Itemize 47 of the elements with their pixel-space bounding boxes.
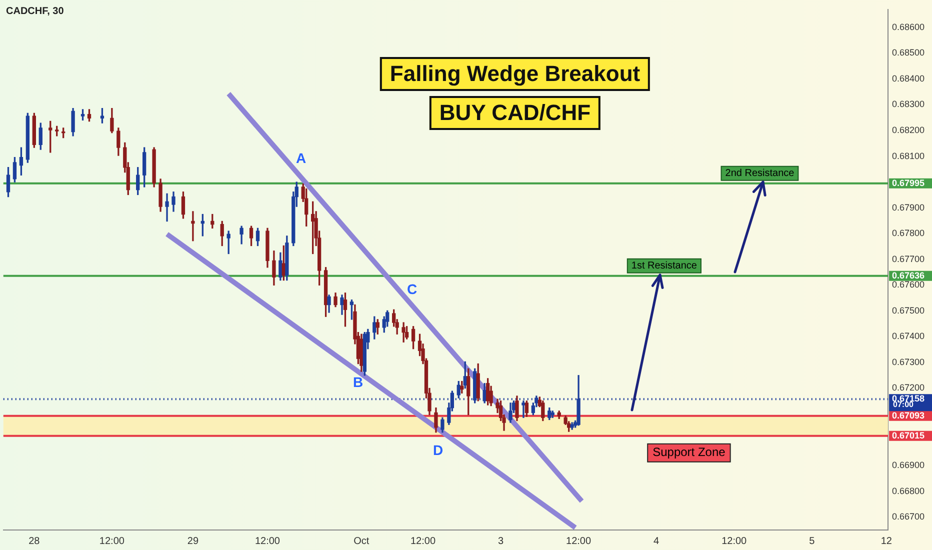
- y-tick-label: 0.67700: [892, 254, 925, 264]
- x-tick-label: 4: [654, 536, 660, 547]
- y-tick-label: 0.67200: [892, 382, 925, 393]
- annotation: D: [432, 442, 444, 458]
- y-tick-label: 0.67300: [892, 356, 925, 367]
- y-tick-label: 0.67500: [892, 305, 925, 316]
- x-tick-label: 12:00: [722, 536, 748, 547]
- x-tick-label: Oct: [354, 536, 370, 547]
- text: 07:00: [893, 400, 914, 408]
- text: BUY CAD/CHF: [429, 96, 601, 130]
- y-tick-label: 0.68300: [892, 99, 925, 110]
- x-tick-label: 12: [880, 536, 892, 547]
- y-tick-label: 0.66700: [892, 512, 925, 522]
- text: Falling Wedge Breakout: [380, 57, 650, 91]
- x-tick-label: 12:00: [99, 536, 125, 547]
- y-tick-label: 0.66800: [892, 486, 925, 496]
- x-tick-label: 12:00: [410, 536, 436, 547]
- candlestick: [191, 211, 195, 242]
- y-tick-label: 0.68400: [892, 73, 925, 84]
- y-tick-label: 0.67800: [892, 228, 925, 238]
- annotation: A: [296, 150, 306, 166]
- annotation: B: [352, 374, 364, 390]
- annotation: CADCHF, 30: [6, 6, 64, 17]
- y-tick-label: 0.67995: [892, 178, 925, 188]
- y-tick-label: 0.67093: [892, 410, 925, 420]
- x-tick-label: 5: [809, 536, 816, 547]
- y-tick-label: 0.68100: [892, 150, 925, 161]
- ref-line-label: 1st Resistance: [631, 260, 698, 272]
- y-tick-label: 0.68600: [892, 22, 925, 32]
- y-tick-label: 0.67600: [892, 280, 925, 290]
- y-tick-label: 0.67636: [892, 270, 925, 280]
- y-tick-label: 0.66900: [892, 460, 925, 470]
- band-label: Support Zone: [652, 445, 726, 460]
- annotation: C: [406, 281, 418, 297]
- candlestick: [402, 322, 406, 342]
- y-tick-label: 0.67400: [892, 331, 925, 342]
- x-tick-label: 12:00: [254, 536, 280, 547]
- candlestick: [165, 193, 169, 222]
- y-tick-label: 0.68200: [892, 125, 925, 136]
- x-tick-label: 3: [498, 536, 504, 547]
- x-tick-label: 29: [187, 536, 199, 547]
- x-tick-label: 28: [28, 536, 40, 547]
- x-tick-label: 12:00: [566, 536, 592, 547]
- ref-line-label: 2nd Resistance: [725, 168, 795, 180]
- y-tick-label: 0.67900: [892, 202, 925, 212]
- y-tick-label: 0.67015: [892, 430, 925, 440]
- y-tick-label: 0.68500: [892, 48, 925, 58]
